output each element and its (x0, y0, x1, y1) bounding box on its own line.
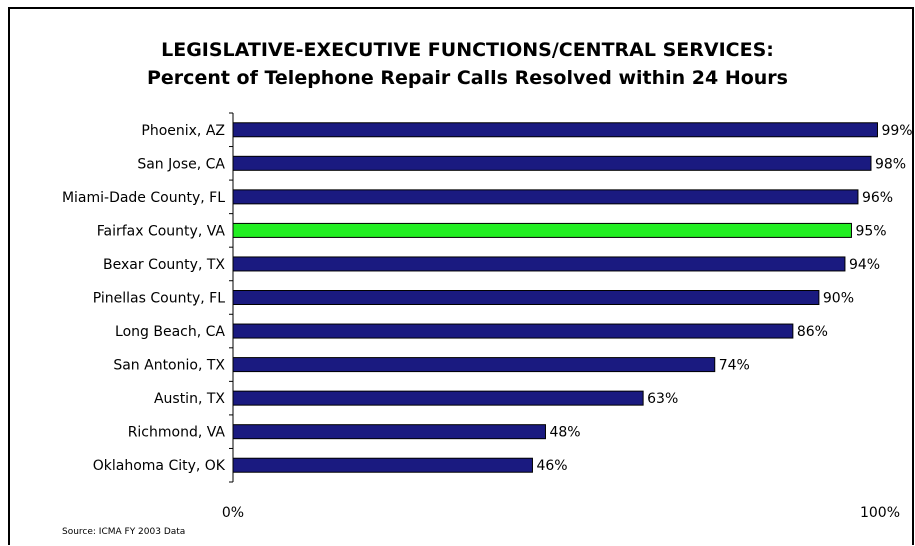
bar (232, 122, 878, 138)
chart-title-block: LEGISLATIVE-EXECUTIVE FUNCTIONS/CENTRAL … (0, 36, 915, 92)
category-label: Bexar County, TX (103, 257, 225, 273)
bar (232, 457, 533, 473)
x-tick-label: 100% (860, 505, 900, 521)
bar (232, 256, 846, 272)
data-label: 95% (855, 223, 886, 239)
bar (232, 390, 644, 406)
data-label: 48% (549, 425, 580, 441)
category-label: Long Beach, CA (115, 324, 225, 340)
category-label: Pinellas County, FL (93, 291, 225, 307)
category-label: Phoenix, AZ (141, 123, 225, 139)
bar (232, 323, 794, 339)
chart-subtitle: Percent of Telephone Repair Calls Resolv… (147, 67, 788, 89)
category-label: San Antonio, TX (113, 358, 225, 374)
category-label: Miami-Dade County, FL (62, 190, 225, 206)
source-note: Source: ICMA FY 2003 Data (62, 527, 186, 537)
category-label: Austin, TX (154, 391, 225, 407)
data-label: 63% (647, 391, 678, 407)
bar (232, 155, 872, 171)
bar-highlight (232, 222, 852, 238)
data-label: 98% (875, 156, 906, 172)
data-label: 86% (797, 324, 828, 340)
category-label: Richmond, VA (128, 425, 226, 441)
data-label: 99% (881, 123, 912, 139)
chart-title: LEGISLATIVE-EXECUTIVE FUNCTIONS/CENTRAL … (161, 39, 774, 61)
data-label: 74% (719, 358, 750, 374)
category-label: San Jose, CA (137, 156, 225, 172)
data-label: 46% (536, 458, 567, 474)
bar (232, 357, 716, 373)
data-label: 96% (862, 190, 893, 206)
category-label: Fairfax County, VA (97, 223, 226, 239)
data-label: 94% (849, 257, 880, 273)
data-label: 90% (823, 291, 854, 307)
category-label: Oklahoma City, OK (93, 458, 226, 474)
bar (232, 290, 820, 305)
x-tick-label: 0% (222, 505, 244, 521)
chart-frame (8, 7, 914, 545)
bar (232, 424, 546, 440)
bar (232, 189, 859, 205)
